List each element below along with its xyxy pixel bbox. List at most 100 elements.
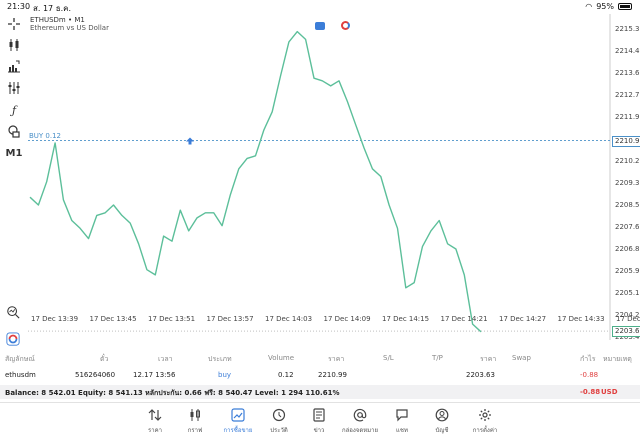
price-chart[interactable]: ETHUSDm • M1 Ethereum vs US Dollar BUY 0… <box>6 14 640 348</box>
row-ticket: 516264060 <box>75 371 116 379</box>
tab-mailbox[interactable]: กล่องจดหมาย <box>340 408 380 435</box>
account-currency: USD <box>601 388 618 396</box>
price-axis-label: 2210.20 <box>615 157 640 165</box>
time-axis-label: 17 Dec 14:33 <box>557 315 605 323</box>
header-ticket: ตั๋ว <box>100 355 109 363</box>
header-type: ประเภท <box>208 355 232 363</box>
header-sl: S/L <box>383 354 394 362</box>
crosshair-icon[interactable] <box>4 16 24 32</box>
price-axis-label: 2208.50 <box>615 201 640 209</box>
price-axis-label: 2205.10 <box>615 289 640 297</box>
tab-label: กล่องจดหมาย <box>341 427 379 434</box>
tab-chat[interactable]: แชท <box>382 408 422 435</box>
tab-news[interactable]: ข่าว <box>299 408 339 435</box>
header-swap: Swap <box>512 354 531 362</box>
chart-toolbar: ƒ M1 <box>0 14 28 344</box>
price-axis-label: 2206.80 <box>615 245 640 253</box>
at-icon <box>353 408 367 422</box>
price-axis-label: 2214.45 <box>615 47 640 55</box>
news-icon <box>313 408 325 422</box>
chart-svg <box>28 14 611 340</box>
time-axis-label: 17 Dec 14:09 <box>323 315 371 323</box>
tab-label: การซื้อขาย <box>223 427 253 434</box>
wifi-icon: ◠ <box>585 2 593 11</box>
row-open-price: 2210.99 <box>318 371 347 379</box>
tab-quotes[interactable]: ราคา <box>135 408 175 435</box>
tab-account[interactable]: บัญชี <box>422 408 462 435</box>
header-profit: กำไร <box>580 355 596 363</box>
table-row[interactable]: ethusdm 516264060 12.17 13:56 buy 0.12 2… <box>0 368 640 382</box>
header-tp: T/P <box>432 354 443 362</box>
bottom-tab-bar: ราคา กราฟ การซื้อขาย ประวัติ ข่าว กล่องจ… <box>0 402 640 447</box>
tab-label: แชท <box>396 427 408 434</box>
tab-label: ข่าว <box>313 427 325 434</box>
chart-symbol: ETHUSDm • M1 <box>30 16 85 24</box>
header-current-price: ราคา <box>480 355 497 363</box>
header-comment: หมายเหตุ <box>603 355 632 363</box>
status-date: ส. 17 ธ.ค. <box>33 4 72 13</box>
gear-icon <box>479 409 491 421</box>
function-icon[interactable]: ƒ <box>11 103 17 117</box>
header-volume: Volume <box>268 354 295 362</box>
row-symbol: ethusdm <box>5 371 36 379</box>
tab-trade[interactable]: การซื้อขาย <box>218 408 258 435</box>
zoom-chart-icon[interactable] <box>6 304 22 320</box>
battery-percent: 95% <box>596 2 614 11</box>
price-axis-label: 2215.30 <box>615 25 640 33</box>
row-current-price: 2203.63 <box>466 371 495 379</box>
indicators-icon[interactable] <box>4 58 24 74</box>
history-icon <box>272 408 286 422</box>
current-price-tag: 2203.63 <box>612 326 640 338</box>
balance-summary: Balance: 8 542.01 Equity: 8 541.13 หลักป… <box>5 389 340 397</box>
balance-bar: Balance: 8 542.01 Equity: 8 541.13 หลักป… <box>0 385 640 399</box>
one-click-trading-icon[interactable] <box>315 22 325 30</box>
row-volume: 0.12 <box>278 371 294 379</box>
time-axis-label: 17 Dec 14:15 <box>382 315 430 323</box>
chart-description: Ethereum vs US Dollar <box>30 24 109 32</box>
price-axis-label: 2205.95 <box>615 267 640 275</box>
time-axis-label: 17 Dec 14:39 <box>616 315 640 323</box>
tab-label: การตั้งค่า <box>472 427 498 434</box>
battery-icon <box>618 3 632 10</box>
total-profit: -0.88 <box>580 388 601 396</box>
buy-price-tag: 2210.99 <box>612 135 640 147</box>
tab-settings[interactable]: การตั้งค่า <box>465 408 505 435</box>
buy-entry-arrow-icon <box>186 137 194 145</box>
tab-history[interactable]: ประวัติ <box>259 408 299 435</box>
tab-chart[interactable]: กราฟ <box>175 408 215 435</box>
row-profit: -0.88 <box>580 371 599 379</box>
tab-label: ราคา <box>148 427 162 434</box>
price-axis-label: 2212.75 <box>615 91 640 99</box>
tab-label: กราฟ <box>187 427 203 434</box>
header-symbol: สัญลักษณ์ <box>5 355 35 363</box>
account-icon <box>435 408 449 422</box>
buy-line-label: BUY 0.12 <box>29 131 62 140</box>
status-bar: 21:30 ส. 17 ธ.ค. ◠ 95% <box>0 0 640 14</box>
app-logo-icon[interactable] <box>6 331 22 347</box>
status-right: ◠ 95% <box>585 2 632 11</box>
time-axis-label: 17 Dec 14:21 <box>440 315 488 323</box>
price-axis-label: 2204.25 <box>615 311 640 319</box>
trade-status-icon[interactable] <box>341 21 350 30</box>
shapes-icon[interactable] <box>4 123 24 139</box>
header-time: เวลา <box>158 355 173 363</box>
price-axis-label: 2209.35 <box>615 179 640 187</box>
trade-table-header: สัญลักษณ์ ตั๋ว เวลา ประเภท Volume ราคา S… <box>0 351 640 365</box>
row-type: buy <box>218 371 232 379</box>
price-axis-label: 2213.60 <box>615 69 640 77</box>
tab-label: ประวัติ <box>270 427 288 434</box>
row-time: 12.17 13:56 <box>133 371 176 379</box>
chat-icon <box>396 409 408 422</box>
price-axis-label: 2207.65 <box>615 223 640 231</box>
price-axis-label: 2211.90 <box>615 113 640 121</box>
time-axis-label: 17 Dec 14:03 <box>265 315 313 323</box>
time-axis-label: 17 Dec 13:51 <box>148 315 196 323</box>
candlestick-icon[interactable] <box>4 37 24 53</box>
timeframe-button[interactable]: M1 <box>5 147 23 159</box>
candles-icon <box>190 409 200 421</box>
time-axis-label: 17 Dec 13:57 <box>206 315 254 323</box>
header-price: ราคา <box>328 355 345 363</box>
sliders-icon[interactable] <box>4 80 24 96</box>
time-axis-label: 17 Dec 14:27 <box>499 315 547 323</box>
arrows-updown-icon <box>148 409 162 421</box>
